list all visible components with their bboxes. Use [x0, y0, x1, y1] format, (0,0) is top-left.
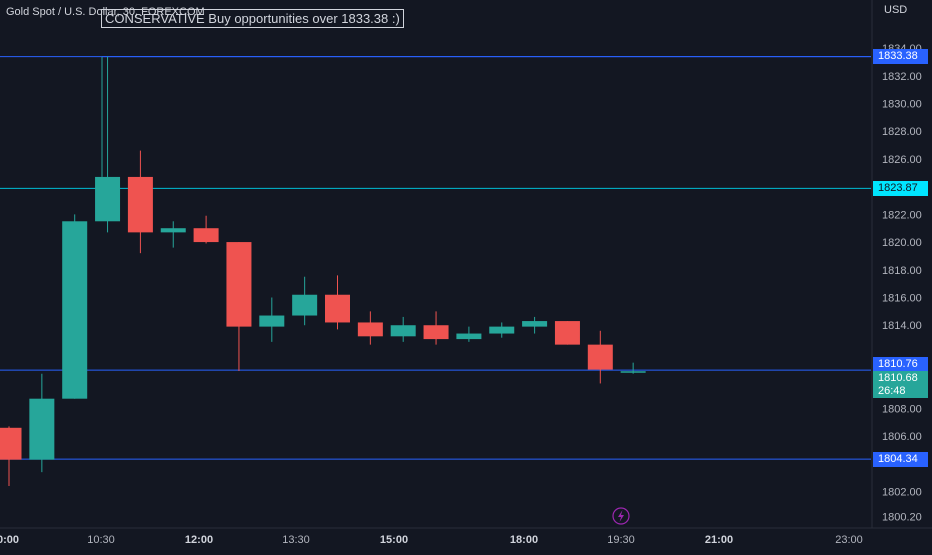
candle-body	[62, 221, 88, 399]
candle-body	[390, 325, 416, 337]
candle-body	[522, 321, 548, 327]
x-tick-label: 23:00	[835, 534, 863, 546]
lightning-icon-glyph	[618, 510, 624, 522]
candle-body	[325, 294, 350, 323]
y-tick-label: 1820.00	[882, 237, 922, 249]
candle-body	[357, 322, 383, 337]
candle-body	[95, 176, 121, 222]
y-tick-label: 1818.00	[882, 265, 922, 277]
y-tick-label: 1800.20	[882, 512, 922, 524]
y-tick-label: 1806.00	[882, 431, 922, 443]
candle-body	[489, 326, 515, 334]
x-tick-label: 13:30	[282, 534, 310, 546]
price-tag: 1804.34	[873, 451, 928, 467]
candle-body	[226, 242, 252, 327]
price-tag: 1810.68	[873, 370, 928, 386]
price-tag: 1810.76	[873, 356, 928, 372]
lightning-icon	[612, 507, 630, 525]
x-tick-label: 12:00	[185, 534, 213, 546]
candle-body	[29, 398, 55, 460]
candle-body	[620, 371, 646, 373]
candle-body	[259, 315, 285, 327]
currency-label[interactable]: USD	[884, 4, 908, 16]
price-tag: 1823.87	[873, 180, 928, 196]
x-tick-label: 0:00	[0, 534, 19, 546]
candle-body	[587, 344, 613, 370]
y-tick-label: 1802.00	[882, 487, 922, 499]
price-tag: 1833.38	[873, 49, 928, 65]
candle-body	[456, 333, 482, 340]
candle-countdown: 26:48	[873, 384, 928, 398]
x-tick-label: 18:00	[510, 534, 538, 546]
candle-body	[160, 228, 186, 233]
candle-body	[127, 176, 153, 233]
candle-body	[554, 321, 580, 345]
y-tick-label: 1828.00	[882, 126, 922, 138]
candle-body	[292, 294, 318, 316]
x-tick-label: 10:30	[87, 534, 115, 546]
annotation-text-box[interactable]: CONSERVATIVE Buy opportunities over 1833…	[101, 9, 404, 28]
y-tick-label: 1830.00	[882, 98, 922, 110]
y-tick-label: 1808.00	[882, 403, 922, 415]
y-tick-label: 1816.00	[882, 293, 922, 305]
candle-body	[423, 325, 449, 340]
x-tick-label: 21:00	[705, 534, 733, 546]
y-tick-label: 1826.00	[882, 154, 922, 166]
candle-body	[193, 228, 219, 243]
candle-body	[0, 427, 22, 460]
y-tick-label: 1832.00	[882, 71, 922, 83]
y-tick-label: 1822.00	[882, 209, 922, 221]
x-tick-label: 15:00	[380, 534, 408, 546]
x-tick-label: 19:30	[607, 534, 635, 546]
y-tick-label: 1814.00	[882, 320, 922, 332]
